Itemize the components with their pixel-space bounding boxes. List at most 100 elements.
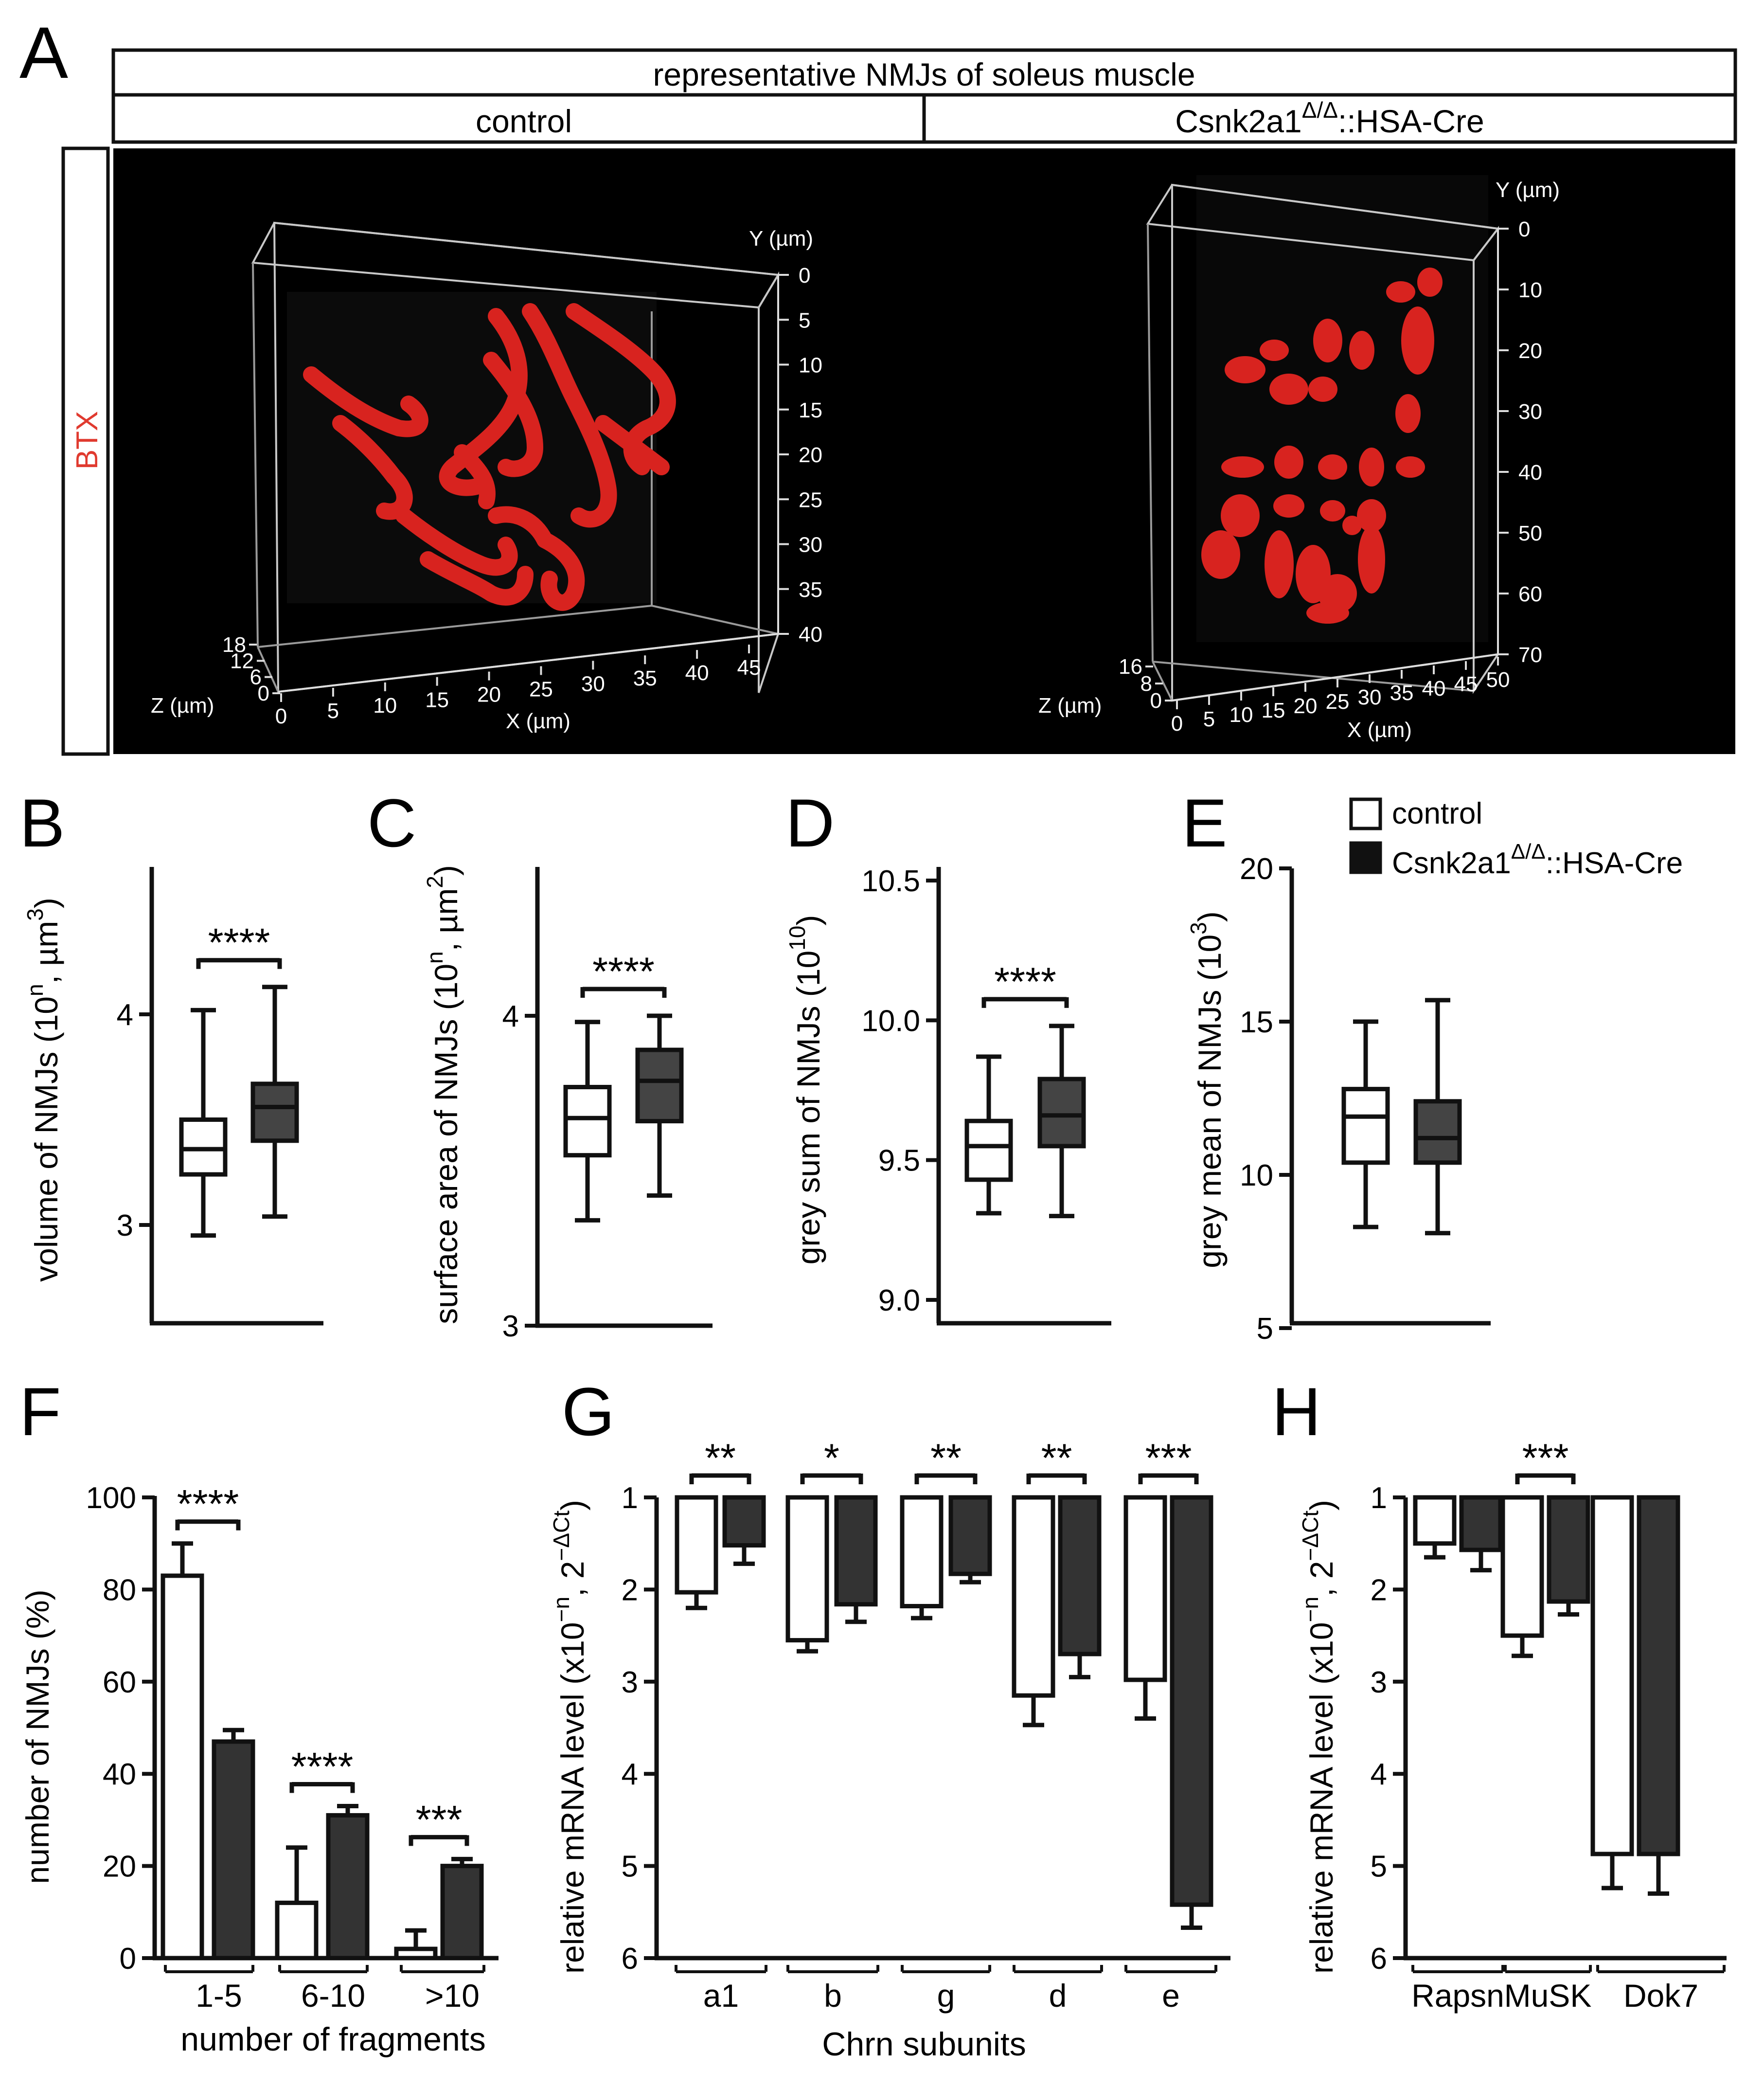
axis-title: X (µm) (506, 709, 570, 733)
axis-tick-label: 20 (477, 683, 501, 707)
axis-title: Z (µm) (1038, 694, 1102, 718)
axis-tick-label: 25 (799, 488, 822, 512)
chart-panel-f: 0 20 40 60 80 100 number of NMJs (%) 1-5 **** 6-1… (19, 1481, 499, 2058)
axis-title: X (µm) (1347, 718, 1412, 742)
bar-control (275, 1900, 319, 1961)
y-tick-label: 4 (117, 998, 133, 1032)
y-tick-label: 9.5 (878, 1144, 920, 1178)
axis-tick-label: 40 (1518, 461, 1542, 485)
axis-tick-label: 70 (1518, 643, 1542, 667)
y-axis-title: grey sum of NMJs (1010) (784, 915, 826, 1265)
panel-letter-a: A (19, 12, 68, 93)
axis-tick-label: 30 (1518, 400, 1542, 424)
y-axis-title-part: −ΔCt (549, 1511, 574, 1561)
y-tick-label: 0 (120, 1942, 136, 1976)
legend-swatch-mutant (1349, 841, 1382, 874)
axis-tick-label: 5 (799, 308, 810, 332)
y-axis-title-part: surface area of NMJs (10 (428, 964, 464, 1324)
panel-letter-f: F (19, 1373, 61, 1450)
box-control (964, 1118, 1013, 1182)
axis-tick-label: 0 (799, 264, 810, 288)
y-axis-title-part: 3 (1186, 922, 1211, 935)
y-axis-title-part: grey sum of NMJs (10 (790, 951, 826, 1265)
y-tick-label: 1 (622, 1481, 638, 1515)
bar-mutant (440, 1864, 484, 1961)
category-label: MuSK (1504, 1978, 1592, 2014)
significance-label: *** (416, 1798, 463, 1842)
box-mutant (635, 1047, 684, 1124)
box-control (563, 1085, 612, 1158)
legend: control Csnk2a1Δ/Δ::HSA-Cre (1349, 797, 1683, 880)
y-tick-label: 5 (622, 1850, 638, 1884)
bar-control (785, 1495, 829, 1643)
category-label: >10 (425, 1978, 480, 2014)
panel-letter-d: D (785, 785, 835, 861)
x-axis-line (278, 633, 779, 693)
bar-mutant (1637, 1495, 1680, 1856)
axis-tick-label: 40 (799, 623, 822, 647)
y-tick-label: 9.0 (878, 1284, 920, 1317)
y-tick-label: 4 (622, 1758, 638, 1791)
significance-label: ** (930, 1436, 962, 1480)
y-axis-title-part: , µm (428, 888, 464, 952)
axis-tick-label: 50 (1518, 522, 1542, 545)
axis-tick-label: 0 (1518, 217, 1530, 241)
y-axis-title-part: n (422, 951, 447, 964)
axis-tick-label: 10 (1229, 703, 1253, 727)
y-tick-label: 5 (1371, 1850, 1387, 1884)
bar-mutant (1547, 1495, 1590, 1604)
y-tick-label: 10 (1240, 1159, 1273, 1192)
panel-letter-h: H (1272, 1373, 1321, 1450)
y-tick-label: 3 (1371, 1666, 1387, 1699)
significance-label: **** (177, 1482, 239, 1527)
panel-letter-e: E (1182, 785, 1227, 861)
axis-tick-label: 25 (529, 677, 553, 701)
y-axis-title-part: relative mRNA level (x10 (1303, 1622, 1339, 1974)
y-tick-label: 6 (622, 1942, 638, 1976)
axis-tick-label: 30 (581, 672, 605, 696)
axis-tick-label: 60 (1518, 582, 1542, 606)
bar-mutant (1459, 1495, 1503, 1552)
bar-mutant (1170, 1495, 1213, 1907)
axis-tick-label: 30 (1358, 685, 1382, 709)
y-axis-title-part: n (22, 984, 48, 996)
axis-tick-label: 40 (685, 661, 709, 685)
bar-mutant (834, 1495, 878, 1607)
bar-mutant (1058, 1495, 1102, 1656)
bar-control (1123, 1495, 1167, 1682)
axis-tick-label: 5 (327, 699, 339, 723)
axis-title: Y (µm) (749, 227, 813, 251)
y-axis-title-part: −n (549, 1597, 574, 1622)
y-axis-title: volume of NMJs (10n, µm3) (22, 898, 64, 1282)
axis-tick-label: 0 (275, 704, 287, 728)
y-axis-title-part: relative mRNA level (x10 (554, 1622, 590, 1974)
y-axis-title-part: ) (554, 1500, 590, 1511)
bar-mutant (722, 1495, 766, 1548)
y-tick-label: 10.5 (861, 864, 920, 898)
y-tick-label: 40 (103, 1758, 136, 1791)
y-tick-label: 100 (86, 1481, 136, 1515)
category-label: d (1049, 1978, 1067, 2014)
panel-a-col-mutant-box (922, 93, 1737, 144)
y-tick-label: 4 (1371, 1758, 1387, 1791)
axis-tick-label: 30 (799, 533, 822, 557)
nmj-control-structure (303, 303, 676, 611)
axis-tick-label: 18 (222, 633, 246, 657)
axis-tick-label: 16 (1119, 655, 1142, 679)
bar-control (1590, 1495, 1634, 1856)
legend-swatch-control (1349, 797, 1382, 830)
y-axis-title-part: ) (790, 915, 826, 926)
axis-tick-label: 20 (1294, 694, 1318, 718)
panel-a-col-mutant: Csnk2a1Δ/Δ::HSA-Cre (1175, 97, 1484, 139)
significance-label: **** (291, 1745, 354, 1789)
bar-mutant (212, 1739, 255, 1961)
y-axis-title: surface area of NMJs (10n, µm2) (422, 865, 464, 1324)
y-tick-label: 80 (103, 1573, 136, 1607)
y-axis-title-part: ) (1303, 1500, 1339, 1511)
y-axis-title: relative mRNA level (x10−n, 2−ΔCt) (549, 1500, 590, 1974)
y-axis-title-part: ) (1192, 911, 1228, 922)
y-axis-title-part: , µm (28, 921, 64, 984)
significance-label: ** (705, 1436, 736, 1480)
